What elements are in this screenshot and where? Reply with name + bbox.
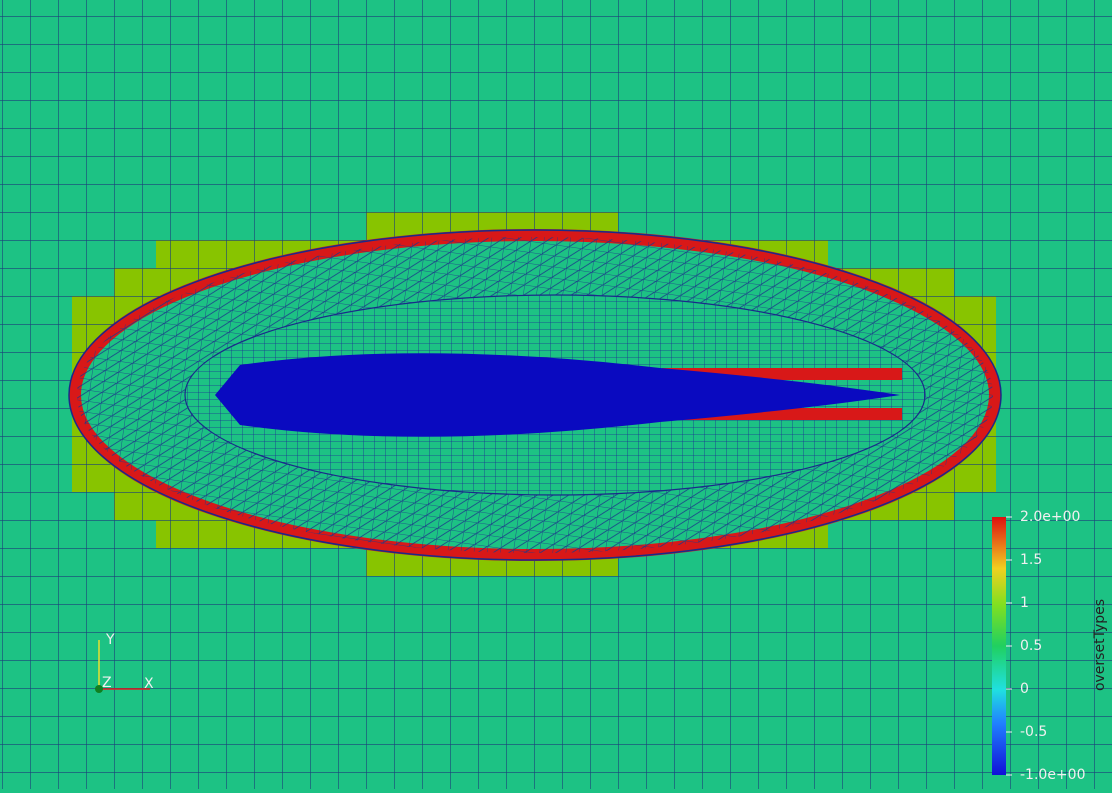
colorbar-tick-label: 0.5 [1020, 638, 1042, 654]
colorbar-tick-label: 1 [1020, 595, 1029, 611]
z-axis [95, 685, 103, 693]
colorbar-tick-label: -1.0e+00 [1020, 767, 1085, 783]
colorbar-labels: 2.0e+00 1.5 1 0.5 0 -0.5 -1.0e+00 [1006, 509, 1085, 783]
axis-label: X [144, 676, 154, 692]
colorbar-tick-label: 1.5 [1020, 552, 1042, 568]
orientation-axes: Y X Z [95, 632, 154, 693]
colorbar-tick-label: 2.0e+00 [1020, 509, 1080, 525]
colorbar-title: oversetTypes [1092, 599, 1108, 691]
colorbar-tick-label: 0 [1020, 681, 1029, 697]
axis-label: Y [105, 632, 115, 648]
boundary-edge [68, 229, 1002, 561]
axis-label: Z [102, 675, 112, 691]
colorbar-tick-label: -0.5 [1020, 724, 1047, 740]
airfoil [215, 353, 900, 437]
colorbar [992, 517, 1006, 775]
